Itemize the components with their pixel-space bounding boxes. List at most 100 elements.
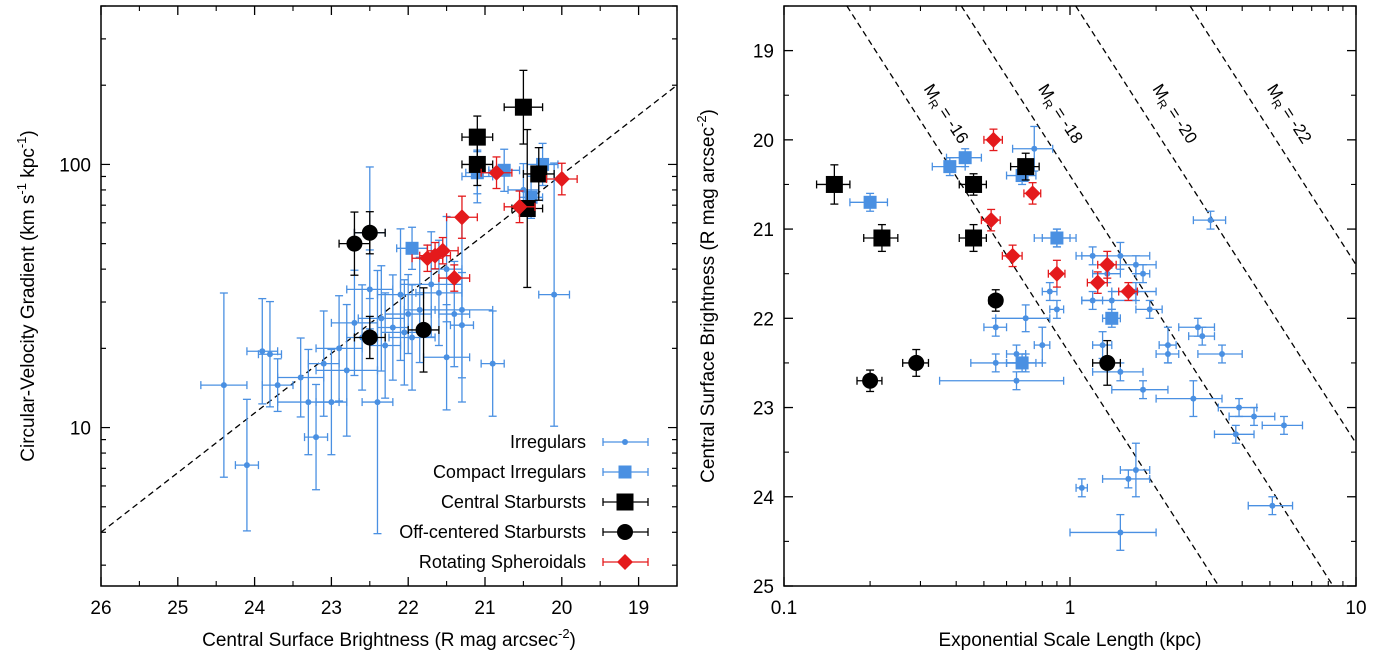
data-point (438, 264, 471, 292)
marker-square (958, 151, 972, 165)
data-point (538, 162, 571, 427)
magnitude-line-group: MR = -22 (1189, 5, 1357, 266)
legend-marker (616, 493, 634, 511)
data-point (1075, 478, 1089, 498)
marker-dot (1199, 333, 1206, 340)
y-tick-label: 22 (753, 309, 774, 330)
data-point (1118, 281, 1139, 302)
data-point (995, 304, 1051, 333)
legend-label: Off-centered Starbursts (399, 522, 586, 542)
data-point (307, 310, 340, 417)
data-point (461, 115, 494, 159)
data-point (958, 173, 988, 196)
marker-dot (1164, 351, 1171, 357)
right-ticks: 0.1 1 10 19 20 21 22 23 24 25 (753, 5, 1367, 619)
data-point (422, 303, 471, 411)
data-point (945, 148, 983, 168)
marker-dot (378, 315, 385, 322)
marker-dot (1269, 502, 1276, 509)
left-data-points (200, 69, 578, 535)
left-plot-frame (100, 5, 678, 587)
data-point (480, 310, 505, 417)
marker-dot (435, 289, 442, 296)
data-point (1197, 344, 1243, 364)
marker-dot (992, 324, 999, 331)
y-tick-label: 21 (753, 220, 774, 241)
marker-dot (1251, 413, 1258, 420)
data-point (480, 156, 513, 190)
marker-dot (1039, 342, 1046, 349)
magnitude-line-group: MR = -20 (1075, 5, 1357, 444)
left-ticks: 26 25 24 23 22 21 20 19 10 100 (59, 5, 678, 619)
right-data-points (815, 125, 1304, 551)
data-point (461, 142, 494, 187)
data-point (1101, 308, 1122, 328)
y-tick-label: 19 (753, 42, 774, 63)
y-tick-label: 10 (70, 419, 91, 440)
marker-dot (1099, 342, 1106, 349)
data-point (503, 69, 544, 145)
marker-dot (1132, 261, 1139, 268)
marker-dot (259, 348, 266, 355)
marker-dot (1053, 306, 1060, 313)
data-point (1005, 353, 1037, 373)
legend-marker (618, 465, 632, 479)
marker-square (1015, 356, 1029, 370)
marker-dot (551, 291, 558, 298)
data-point (200, 292, 248, 478)
marker-circle (908, 354, 925, 371)
x-tick-label: 22 (398, 598, 419, 619)
marker-square (873, 229, 891, 247)
marker-square (943, 160, 957, 174)
marker-dot (1140, 270, 1147, 277)
data-point (983, 128, 1003, 152)
marker-diamond (553, 171, 570, 188)
left-fit-line (100, 84, 678, 533)
data-point (1247, 496, 1294, 516)
marker-dot (374, 399, 381, 406)
magnitude-line-label: MR = -18 (1032, 81, 1087, 149)
data-point (1213, 424, 1255, 444)
marker-square (965, 175, 983, 193)
marker-dot (1013, 377, 1020, 384)
marker-dot (458, 306, 465, 313)
marker-dot (313, 434, 320, 441)
magnitude-line (846, 5, 1220, 587)
data-point (958, 223, 988, 253)
marker-circle (415, 321, 432, 338)
marker-dot (443, 266, 450, 273)
marker-dot (397, 291, 404, 298)
marker-dot (1232, 431, 1239, 438)
data-point (315, 348, 348, 456)
data-point (849, 192, 889, 212)
marker-circle (987, 292, 1004, 309)
data-point (353, 315, 386, 360)
marker-circle (361, 224, 378, 241)
marker-dot (274, 382, 281, 389)
x-tick-label: 21 (474, 598, 495, 619)
marker-diamond (511, 198, 528, 215)
data-point (856, 369, 883, 393)
legend-marker (617, 524, 633, 540)
data-point (276, 337, 325, 418)
fit-line (100, 84, 678, 533)
data-point (234, 398, 260, 532)
data-point (1192, 210, 1227, 230)
data-point (815, 164, 851, 205)
data-point (430, 217, 494, 403)
data-point (980, 208, 1001, 232)
x-tick-label: 26 (90, 598, 111, 619)
legend-label: Irregulars (510, 432, 586, 452)
left-x-axis-label: Central Surface Brightness (R mag arcsec… (202, 626, 576, 651)
marker-square (468, 155, 486, 173)
marker-dot (428, 281, 435, 288)
data-point (361, 269, 394, 535)
marker-dot (243, 462, 250, 469)
marker-diamond (1004, 247, 1021, 264)
data-point (399, 231, 463, 338)
marker-diamond (1099, 256, 1116, 273)
x-tick-label: 10 (1345, 598, 1366, 619)
magnitude-lines: MR = -16 MR = -18 MR = -20 MR = -22 (846, 5, 1357, 587)
data-point (1261, 415, 1304, 435)
